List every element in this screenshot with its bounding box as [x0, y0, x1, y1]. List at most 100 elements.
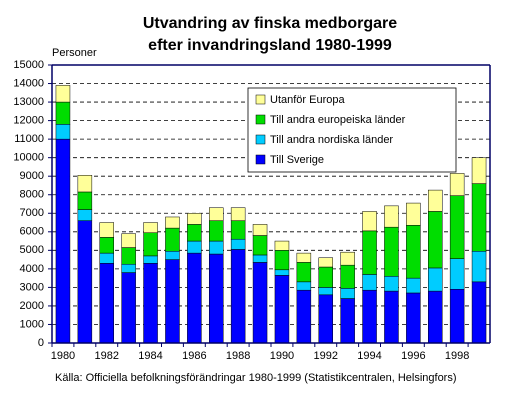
bar-segment — [406, 277, 421, 294]
bar-segment — [274, 275, 290, 344]
y-tick-label: 15000 — [13, 59, 44, 71]
bar-segment — [406, 202, 421, 226]
bar-segment — [230, 238, 246, 250]
x-tick-label: 1986 — [182, 350, 206, 362]
bar-segment — [362, 274, 377, 291]
bar-segment — [318, 287, 333, 296]
bar-segment — [318, 257, 333, 268]
bar-segment — [99, 237, 114, 254]
bar-segment — [449, 195, 465, 259]
bar-segment — [296, 281, 312, 291]
bar-segment — [121, 233, 136, 248]
bar-segment — [143, 222, 158, 233]
legend-label: Utanför Europa — [270, 94, 345, 106]
bar-segment — [471, 251, 487, 283]
y-tick-label: 7000 — [20, 207, 44, 219]
legend-swatch — [255, 154, 266, 165]
y-axis-label: Personer — [52, 47, 97, 59]
x-tick-label: 1980 — [51, 350, 75, 362]
bar-segment — [187, 224, 202, 242]
bar-segment — [209, 220, 224, 242]
x-tick-label: 1982 — [95, 350, 119, 362]
bar-segment — [318, 266, 333, 288]
bar-segment — [296, 262, 312, 283]
bar-segment — [77, 220, 93, 344]
bar-segment — [209, 253, 224, 344]
y-tick-label: 1000 — [20, 318, 44, 330]
bar-segment — [165, 227, 180, 252]
bar-segment — [165, 216, 180, 229]
bar-segment — [318, 294, 333, 344]
bar-segment — [449, 258, 465, 290]
bar-segment — [274, 269, 290, 276]
x-tick-label: 1990 — [270, 350, 294, 362]
bar-segment — [99, 263, 114, 344]
bar-segment — [252, 254, 268, 263]
bar-segment — [340, 288, 355, 299]
bar-segment — [55, 85, 71, 103]
y-tick-label: 0 — [38, 337, 44, 349]
bar-segment — [384, 276, 399, 292]
x-tick-label: 1994 — [357, 350, 381, 362]
bar-segment — [187, 240, 202, 254]
chart-title: efter invandringsland 1980-1999 — [148, 37, 392, 54]
bar-segment — [77, 209, 93, 221]
bar-segment — [230, 220, 246, 240]
bar-segment — [384, 205, 399, 228]
chart-title: Utvandring av finska medborgare — [143, 15, 397, 32]
bar-segment — [252, 262, 268, 344]
bar-segment — [165, 251, 180, 260]
bar-segment — [296, 289, 312, 344]
bar-segment — [362, 230, 377, 275]
bar-segment — [121, 263, 136, 273]
y-tick-label: 2000 — [20, 300, 44, 312]
y-tick-label: 4000 — [20, 263, 44, 275]
bar-segment — [77, 191, 93, 210]
legend-label: Till Sverige — [270, 154, 324, 166]
bar-segment — [362, 211, 377, 232]
bar-segment — [362, 289, 377, 344]
bar-segment — [55, 101, 71, 125]
bar-segment — [471, 281, 487, 344]
bar-segment — [428, 211, 443, 269]
bar-segment — [384, 226, 399, 277]
bar-segment — [252, 235, 268, 256]
legend-label: Till andra europeiska länder — [270, 114, 406, 126]
bar-segment — [428, 189, 443, 212]
bar-segment — [143, 263, 158, 344]
y-tick-label: 3000 — [20, 281, 44, 293]
bar-segment — [55, 138, 71, 344]
bar-segment — [406, 292, 421, 344]
bar-segment — [471, 157, 487, 184]
y-tick-label: 6000 — [20, 226, 44, 238]
legend-label: Till andra nordiska länder — [270, 134, 393, 146]
x-tick-label: 1984 — [138, 350, 162, 362]
y-tick-label: 13000 — [13, 96, 44, 108]
bar-segment — [143, 255, 158, 264]
bar-segment — [230, 249, 246, 344]
legend-swatch — [255, 134, 266, 145]
x-tick-label: 1996 — [401, 350, 425, 362]
bar-segment — [187, 252, 202, 344]
y-tick-label: 5000 — [20, 244, 44, 256]
bar-segment — [143, 232, 158, 257]
bar-segment — [121, 272, 136, 344]
bar-segment — [340, 298, 355, 344]
bar-segment — [274, 250, 290, 271]
y-tick-label: 12000 — [13, 115, 44, 127]
y-tick-label: 8000 — [20, 189, 44, 201]
x-tick-label: 1988 — [226, 350, 250, 362]
bar-segment — [340, 264, 355, 289]
y-tick-label: 10000 — [13, 152, 44, 164]
source-note: Källa: Officiella befolkningsförändringa… — [55, 372, 457, 384]
y-tick-label: 9000 — [20, 170, 44, 182]
y-tick-label: 11000 — [14, 133, 44, 145]
bar-segment — [428, 290, 443, 344]
x-tick-label: 1992 — [314, 350, 338, 362]
bar-segment — [428, 267, 443, 292]
bar-segment — [121, 247, 136, 265]
bar-segment — [55, 124, 71, 140]
bar-segment — [209, 207, 224, 221]
bar-segment — [165, 259, 180, 344]
